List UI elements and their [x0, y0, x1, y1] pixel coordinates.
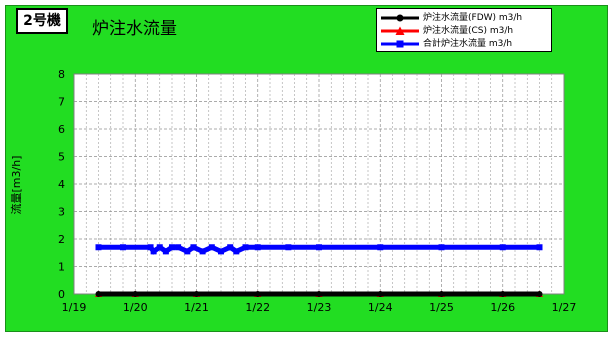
data-point — [150, 248, 157, 255]
y-tick-label: 3 — [58, 206, 65, 219]
data-point — [316, 244, 322, 251]
series-0 — [95, 291, 543, 297]
data-point — [132, 291, 139, 297]
data-point — [162, 248, 169, 255]
y-tick-label: 4 — [58, 178, 65, 191]
data-point — [233, 248, 240, 255]
legend-item-fdw: 炉注水流量(FDW) m3/h — [381, 12, 551, 24]
x-tick-label: 1/19 — [62, 301, 87, 314]
y-tick-label: 7 — [58, 96, 65, 109]
data-point — [536, 291, 543, 297]
y-tick-label: 1 — [58, 261, 65, 274]
data-point — [377, 291, 384, 297]
x-tick-label: 1/23 — [307, 301, 332, 314]
x-tick-label: 1/24 — [368, 301, 393, 314]
unit-label: 2号機 — [23, 13, 61, 29]
chart-title: 炉注水流量 — [92, 19, 177, 39]
x-tick-labels: 1/19 1/20 1/21 1/22 1/23 1/24 1/25 1/26 1/27 — [62, 301, 577, 314]
data-point — [242, 244, 249, 251]
data-point — [254, 291, 261, 297]
chart-legend: 炉注水流量(FDW) m3/h 炉注水流量(CS) m3/h 合計炉注水流量 m… — [376, 8, 552, 52]
series-2 — [95, 244, 543, 255]
x-tick-label: 1/20 — [123, 301, 148, 314]
legend-label-fdw: 炉注水流量(FDW) m3/h — [423, 13, 523, 23]
data-point — [208, 244, 215, 251]
y-tick-label: 0 — [58, 288, 65, 301]
data-point — [95, 291, 102, 297]
legend-swatch-fdw — [381, 14, 419, 22]
legend-item-cs: 炉注水流量(CS) m3/h — [381, 25, 551, 37]
data-point — [156, 244, 163, 251]
data-point — [254, 244, 261, 251]
y-tick-label: 2 — [58, 233, 65, 246]
unit-label-box: 2号機 — [16, 8, 68, 34]
data-point — [190, 244, 197, 251]
y-tick-labels: 0 1 2 3 4 5 6 7 8 — [58, 68, 65, 301]
data-point — [316, 291, 322, 297]
data-point — [499, 291, 506, 297]
x-tick-label: 1/26 — [490, 301, 515, 314]
x-tick-label: 1/21 — [184, 301, 209, 314]
data-point — [499, 244, 506, 251]
y-tick-label: 5 — [58, 151, 65, 164]
data-point — [95, 244, 102, 251]
y-tick-label: 6 — [58, 123, 65, 136]
data-point — [218, 248, 224, 255]
data-point — [227, 244, 234, 251]
data-point — [199, 248, 206, 255]
data-point — [536, 244, 543, 251]
x-tick-label: 1/27 — [552, 301, 577, 314]
legend-item-total: 合計炉注水流量 m3/h — [381, 38, 551, 50]
legend-swatch-cs — [381, 26, 419, 35]
legend-label-total: 合計炉注水流量 m3/h — [423, 39, 513, 49]
grid — [74, 74, 564, 294]
series-layer — [95, 244, 543, 297]
x-tick-label: 1/22 — [245, 301, 270, 314]
x-tick-label: 1/25 — [429, 301, 454, 314]
data-point — [169, 244, 175, 251]
data-point — [147, 244, 154, 251]
legend-label-cs: 炉注水流量(CS) m3/h — [423, 26, 514, 36]
data-point — [377, 244, 384, 251]
data-point — [193, 291, 200, 297]
data-point — [175, 244, 182, 251]
data-point — [184, 248, 191, 255]
y-tick-label: 8 — [58, 68, 65, 81]
data-point — [438, 291, 445, 297]
legend-swatch-total — [381, 40, 419, 48]
data-point — [285, 244, 292, 251]
data-point — [438, 244, 445, 251]
data-point — [120, 244, 126, 251]
